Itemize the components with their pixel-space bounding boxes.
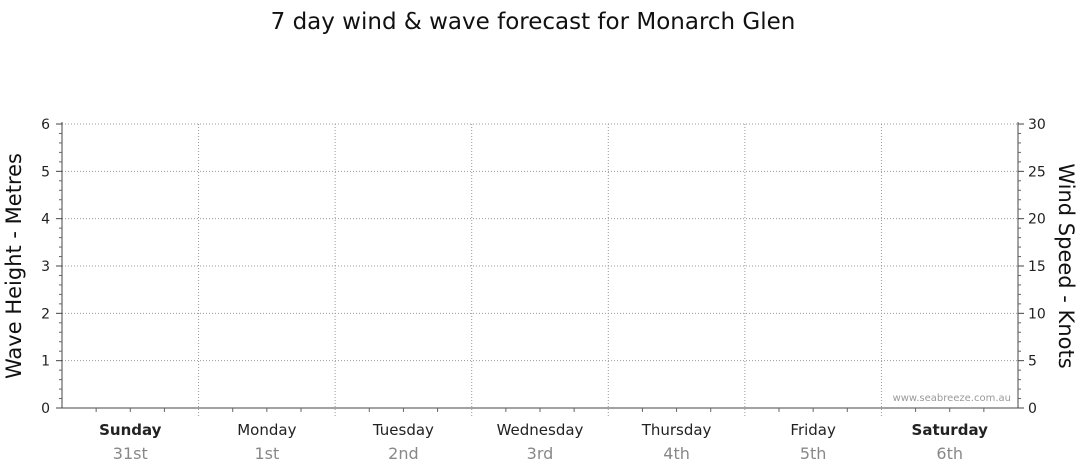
left-tick-label: 3 <box>41 259 50 275</box>
day-date-label: 5th <box>800 444 827 463</box>
right-tick-label: 25 <box>1028 164 1046 180</box>
day-name-label: Tuesday <box>372 421 434 439</box>
right-tick-label: 5 <box>1028 354 1037 370</box>
day-date-label: 2nd <box>388 444 418 463</box>
right-tick-label: 0 <box>1028 401 1037 417</box>
left-tick-label: 2 <box>41 306 50 322</box>
left-tick-label: 6 <box>41 117 50 133</box>
left-tick-label: 0 <box>41 401 50 417</box>
day-name-label: Sunday <box>99 421 162 439</box>
left-axis-title: Wave Height - Metres <box>2 153 26 379</box>
grid-lines <box>62 123 1018 416</box>
watermark-text: www.seabreeze.com.au <box>893 393 1011 404</box>
left-axis-ticks: 0 1 2 3 4 5 6 <box>41 117 62 417</box>
left-tick-label: 5 <box>41 164 50 180</box>
right-axis-title: Wind Speed - Knots <box>1054 163 1078 368</box>
left-tick-label: 1 <box>41 354 50 370</box>
day-name-label: Wednesday <box>497 421 584 439</box>
day-date-label: 6th <box>936 444 963 463</box>
left-tick-label: 4 <box>41 212 50 228</box>
day-date-label: 4th <box>663 444 690 463</box>
right-tick-label: 20 <box>1028 212 1046 228</box>
right-axis-ticks: 0 5 10 15 20 25 30 <box>1018 117 1046 417</box>
axes <box>61 122 1019 409</box>
right-tick-label: 10 <box>1028 306 1046 322</box>
day-labels: Sunday 31st Monday 1st Tuesday 2nd Wednesday 3r… <box>95 408 989 463</box>
chart-title: 7 day wind & wave forecast for Monarch G… <box>271 9 796 35</box>
day-name-label: Friday <box>790 421 836 439</box>
right-tick-label: 15 <box>1028 259 1046 275</box>
day-date-label: 3rd <box>527 444 554 463</box>
day-name-label: Monday <box>237 421 296 439</box>
day-date-label: 1st <box>254 444 279 463</box>
day-name-label: Saturday <box>912 421 989 439</box>
right-tick-label: 30 <box>1028 117 1046 133</box>
day-date-label: 31st <box>113 444 148 463</box>
day-name-label: Thursday <box>641 421 712 439</box>
